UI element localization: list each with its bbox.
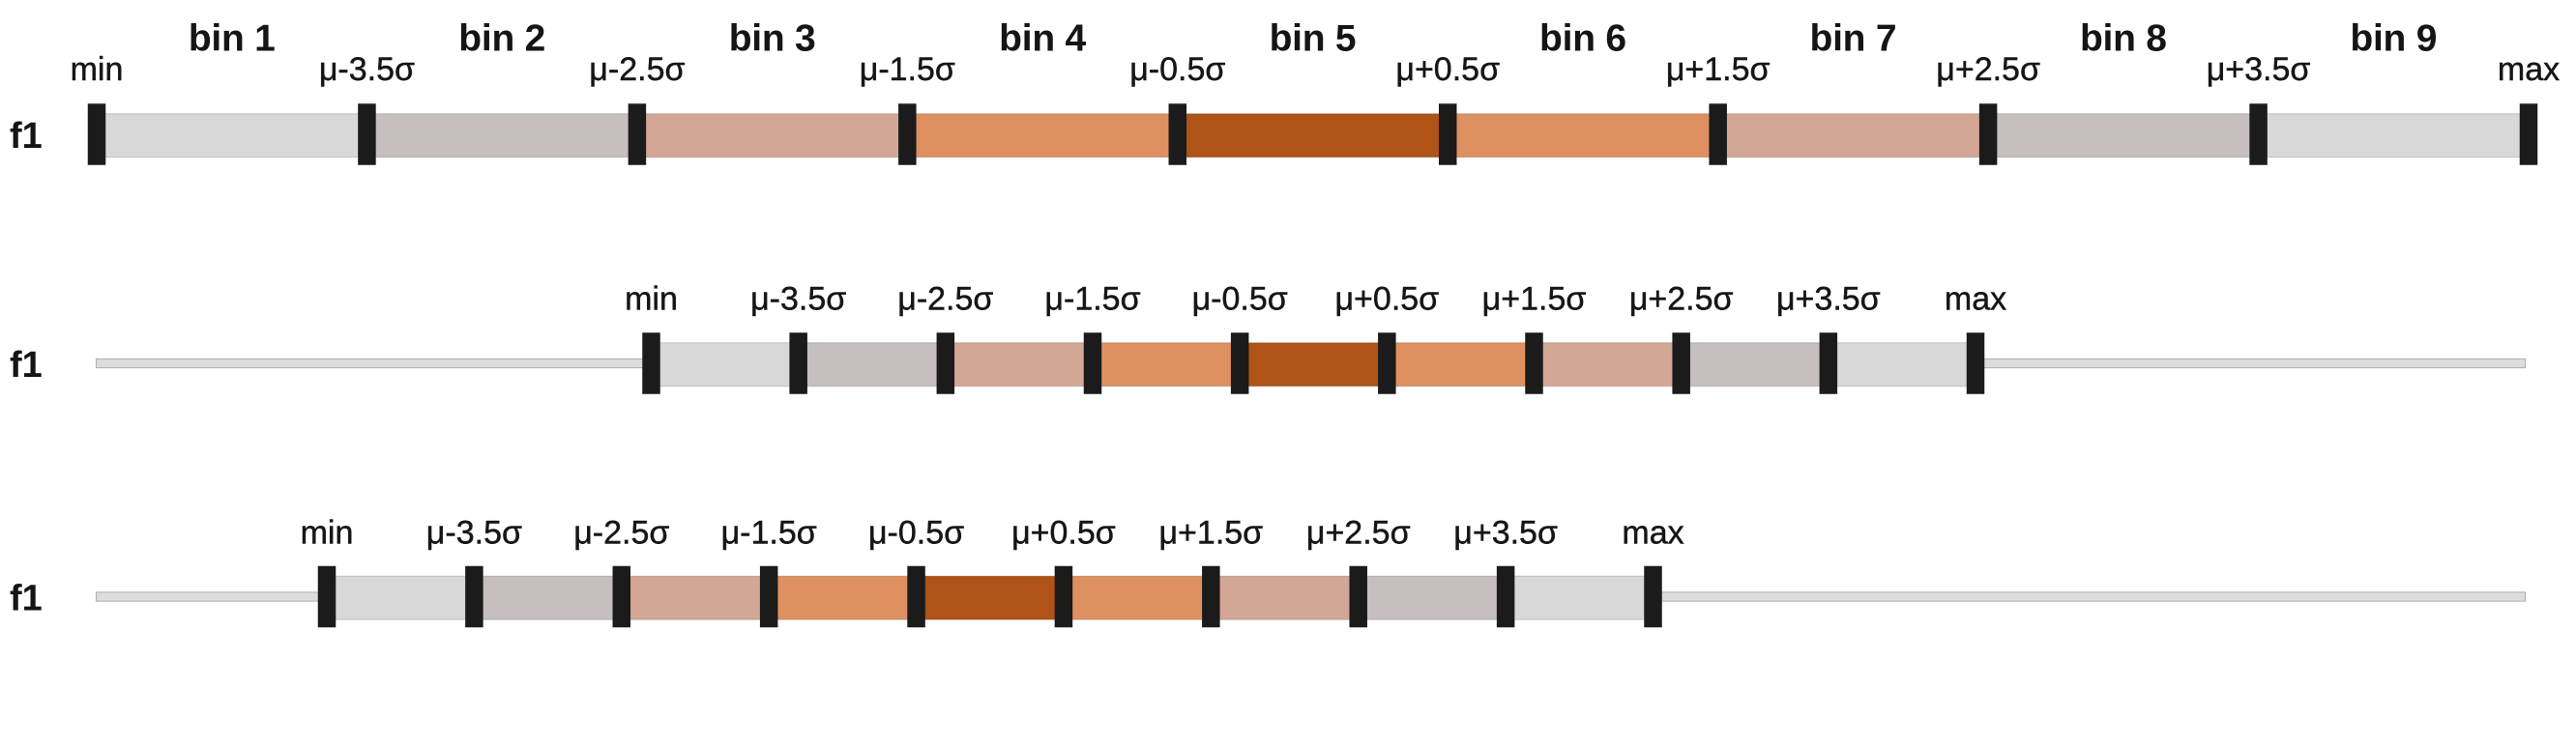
svg-text:μ-1.5σ: μ-1.5σ [721,515,817,552]
svg-text:μ+2.5σ: μ+2.5σ [1306,515,1411,552]
svg-text:μ-3.5σ: μ-3.5σ [426,515,522,552]
svg-text:μ-0.5σ: μ-0.5σ [868,515,964,552]
svg-text:bin 2: bin 2 [458,18,545,60]
svg-text:bin 6: bin 6 [1539,18,1626,60]
svg-text:μ+3.5σ: μ+3.5σ [1776,281,1881,318]
svg-text:bin 9: bin 9 [2350,18,2437,60]
svg-text:μ+2.5σ: μ+2.5σ [1936,51,2040,88]
svg-text:μ+1.5σ: μ+1.5σ [1158,515,1263,552]
svg-text:f1: f1 [10,116,43,157]
svg-text:min: min [71,51,124,88]
svg-text:bin 5: bin 5 [1270,18,1357,60]
svg-text:μ+1.5σ: μ+1.5σ [1482,281,1587,318]
svg-text:bin 1: bin 1 [189,18,276,60]
svg-text:f1: f1 [10,579,43,619]
svg-text:max: max [2498,51,2560,88]
svg-text:μ-2.5σ: μ-2.5σ [897,281,993,318]
svg-text:bin 8: bin 8 [2080,18,2167,60]
svg-text:bin 4: bin 4 [999,18,1086,60]
svg-text:bin 3: bin 3 [729,18,816,60]
svg-text:min: min [625,281,678,318]
svg-text:μ+3.5σ: μ+3.5σ [1453,515,1558,552]
svg-text:μ-0.5σ: μ-0.5σ [1192,281,1288,318]
svg-text:μ-1.5σ: μ-1.5σ [860,51,955,88]
svg-text:max: max [1622,515,1683,552]
svg-text:f1: f1 [10,345,43,386]
svg-text:μ-3.5σ: μ-3.5σ [319,51,415,88]
svg-text:μ+0.5σ: μ+0.5σ [1334,281,1439,318]
svg-text:μ-2.5σ: μ-2.5σ [573,515,669,552]
svg-text:μ-1.5σ: μ-1.5σ [1044,281,1140,318]
svg-text:μ+1.5σ: μ+1.5σ [1666,51,1771,88]
svg-text:μ+2.5σ: μ+2.5σ [1629,281,1734,318]
svg-text:μ+0.5σ: μ+0.5σ [1011,515,1116,552]
svg-text:μ-3.5σ: μ-3.5σ [750,281,846,318]
svg-text:μ+0.5σ: μ+0.5σ [1395,51,1500,88]
svg-text:μ+3.5σ: μ+3.5σ [2207,51,2311,88]
svg-text:min: min [301,515,354,552]
svg-text:bin 7: bin 7 [1810,18,1897,60]
svg-text:μ-2.5σ: μ-2.5σ [589,51,685,88]
svg-text:max: max [1945,281,2006,318]
svg-text:μ-0.5σ: μ-0.5σ [1129,51,1225,88]
